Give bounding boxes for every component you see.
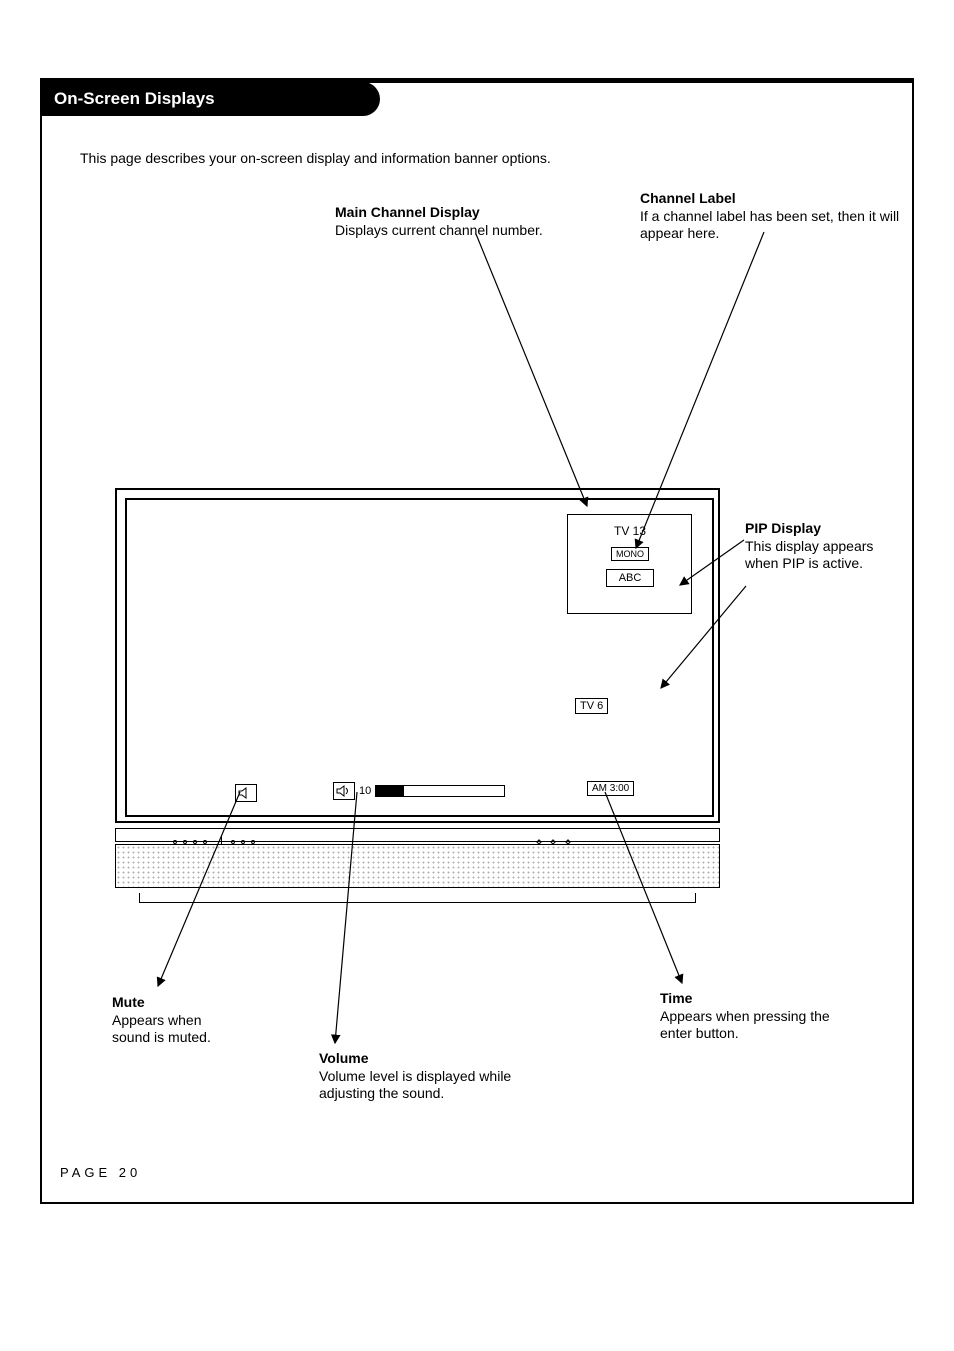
callout-body: If a channel label has been set, then it… xyxy=(640,208,900,243)
osd-time-text: AM 3:00 xyxy=(587,781,634,796)
tv-screen: TV 13 MONO ABC TV 6 AM 3:00 10 xyxy=(125,498,714,817)
callout-title: Mute xyxy=(112,994,242,1012)
callout-channel-label: Channel Label If a channel label has bee… xyxy=(640,190,900,243)
callout-title: Volume xyxy=(319,1050,549,1068)
osd-pip-channel: TV 6 xyxy=(575,696,608,714)
callout-volume: Volume Volume level is displayed while a… xyxy=(319,1050,549,1103)
osd-main-channel: TV 13 xyxy=(585,524,675,538)
osd-main-channel-group: TV 13 MONO ABC xyxy=(585,524,675,593)
callout-main-channel: Main Channel Display Displays current ch… xyxy=(335,204,595,239)
tv-speaker-grille xyxy=(115,844,720,888)
osd-volume: 10 xyxy=(333,782,505,800)
section-title: On-Screen Displays xyxy=(54,89,215,108)
speaker-mute-icon xyxy=(235,784,257,802)
speaker-icon xyxy=(333,782,355,800)
callout-body: This display appears when PIP is active. xyxy=(745,538,905,573)
tv-base-bar xyxy=(139,893,696,903)
osd-volume-value: 10 xyxy=(359,785,371,797)
volume-bar xyxy=(375,785,505,797)
osd-mute xyxy=(235,784,257,802)
callout-body: Appears when pressing the enter button. xyxy=(660,1008,830,1043)
osd-time: AM 3:00 xyxy=(587,778,634,796)
tv-illustration: TV 13 MONO ABC TV 6 AM 3:00 10 xyxy=(115,488,720,905)
intro-text: This page describes your on-screen displ… xyxy=(80,150,551,166)
osd-channel-label: ABC xyxy=(606,569,655,587)
callout-title: Main Channel Display xyxy=(335,204,595,222)
callout-pip: PIP Display This display appears when PI… xyxy=(745,520,905,573)
osd-pip-channel-text: TV 6 xyxy=(575,698,608,714)
section-title-tab: On-Screen Displays xyxy=(40,82,380,116)
callout-time: Time Appears when pressing the enter but… xyxy=(660,990,830,1043)
callout-title: Time xyxy=(660,990,830,1008)
callout-body: Appears when sound is muted. xyxy=(112,1012,242,1047)
volume-bar-fill xyxy=(376,786,404,796)
callout-body: Volume level is displayed while adjustin… xyxy=(319,1068,549,1103)
callout-mute: Mute Appears when sound is muted. xyxy=(112,994,242,1047)
callout-title: PIP Display xyxy=(745,520,905,538)
callout-body: Displays current channel number. xyxy=(335,222,595,240)
callout-title: Channel Label xyxy=(640,190,900,208)
tv-bezel: TV 13 MONO ABC TV 6 AM 3:00 10 xyxy=(115,488,720,823)
page-number: PAGE 20 xyxy=(60,1165,141,1180)
osd-mono-badge: MONO xyxy=(611,547,649,561)
